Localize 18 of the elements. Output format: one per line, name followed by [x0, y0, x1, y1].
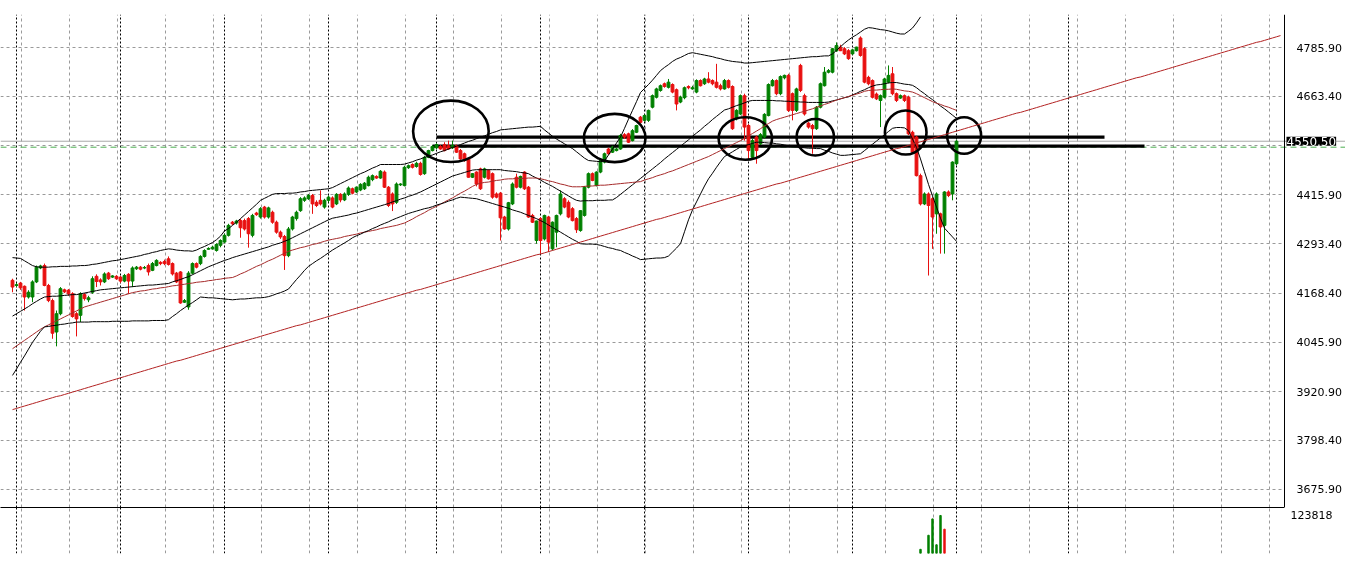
y-tick-label: 4415.90	[1296, 188, 1342, 202]
line-series	[12, 35, 1281, 411]
candlestick	[542, 214, 547, 242]
y-tick-label: 4663.40	[1296, 90, 1342, 104]
candlestick	[282, 234, 287, 271]
candlestick	[534, 220, 539, 245]
y-tick-label: 3920.90	[1296, 385, 1342, 399]
ref-line-label: 4550.50	[1286, 134, 1337, 149]
candlestick	[538, 216, 543, 255]
candlestick	[70, 291, 75, 319]
y-tick-label: 3675.90	[1296, 483, 1342, 497]
y-tick-label: 4045.90	[1296, 336, 1342, 350]
y-tick-label: 4168.40	[1296, 287, 1342, 301]
y-tick-label: 4785.90	[1296, 41, 1342, 55]
y-tick-label: 3798.40	[1296, 434, 1342, 448]
text: 123818	[1290, 509, 1333, 523]
candlestick	[390, 191, 395, 212]
y-tick-label: 4293.40	[1296, 237, 1342, 251]
